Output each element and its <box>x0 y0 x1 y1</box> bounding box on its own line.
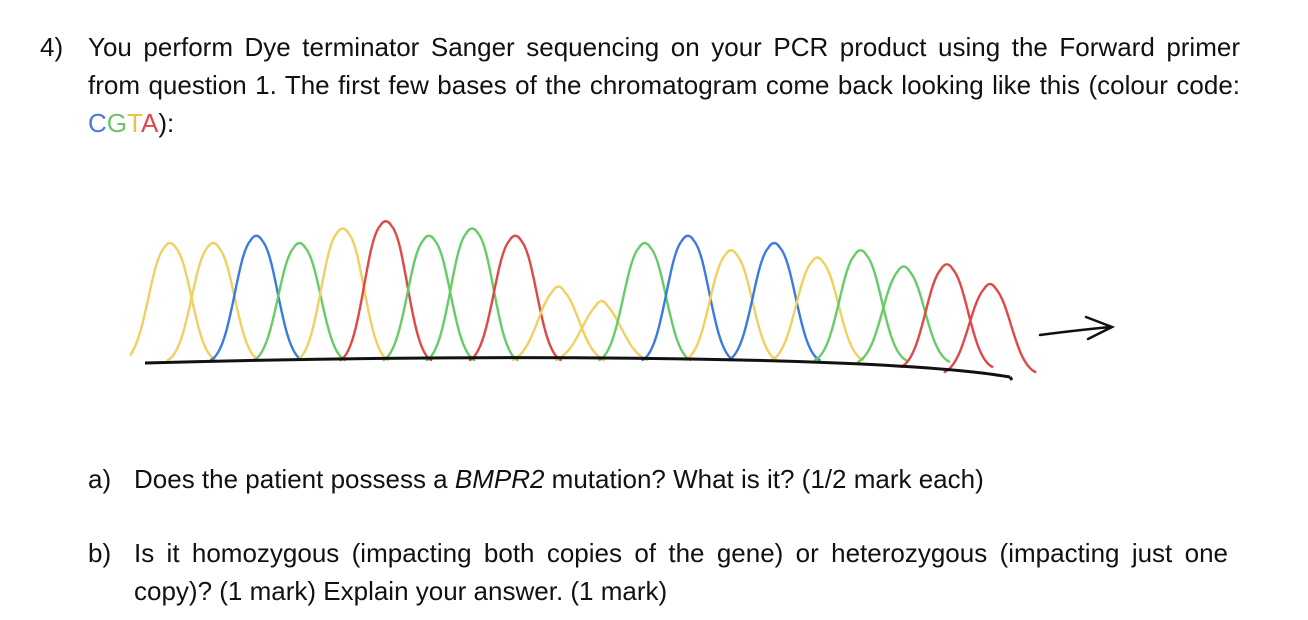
part-b-label: b) <box>88 538 112 568</box>
question-4: 4) You perform Dye terminator Sanger seq… <box>40 28 1240 142</box>
question-end: ): <box>158 108 175 138</box>
peak-t <box>770 256 864 362</box>
part-a-text: Does the patient possess a BMPR2 mutatio… <box>134 460 1228 498</box>
peak-g <box>814 249 908 362</box>
question-number: 4) <box>40 32 64 62</box>
baseline-tail <box>1008 376 1014 381</box>
peak-g <box>857 265 951 363</box>
colour-code-c: C <box>88 108 107 138</box>
part-a: a) Does the patient possess a BMPR2 muta… <box>88 460 1228 498</box>
part-a-label: a) <box>88 464 112 494</box>
peak-c <box>727 241 821 362</box>
peak-g <box>382 234 476 362</box>
peak-a <box>900 263 994 369</box>
peak-g <box>425 227 519 362</box>
peak-a <box>339 220 433 362</box>
peak-g <box>252 241 346 362</box>
peak-c <box>641 234 735 362</box>
peak-t <box>555 299 649 362</box>
chromatogram-baseline <box>144 356 1011 379</box>
part-a-before: Does the patient possess a <box>134 464 455 494</box>
gene-name: BMPR2 <box>454 464 545 494</box>
peak-t <box>684 249 778 362</box>
peak-t <box>296 227 390 362</box>
peak-c <box>209 234 303 362</box>
peak-g <box>598 241 692 362</box>
peak-a <box>943 282 1037 374</box>
colour-code-t: T <box>127 108 141 138</box>
peak-t <box>166 241 260 362</box>
direction-arrow-icon <box>1038 315 1116 341</box>
question-body: You perform Dye terminator Sanger sequen… <box>88 32 1240 100</box>
part-b: b) Is it homozygous (impacting both copi… <box>88 534 1228 610</box>
chromatogram-peaks <box>130 220 1037 374</box>
question-text: You perform Dye terminator Sanger sequen… <box>88 28 1240 142</box>
colour-code-a: A <box>140 108 159 138</box>
colour-code-g: G <box>106 108 128 138</box>
part-a-after: mutation? What is it? (1/2 mark each) <box>544 464 984 494</box>
peak-t <box>511 285 605 362</box>
peak-t <box>130 241 217 362</box>
chromatogram <box>130 220 1116 381</box>
part-b-text: Is it homozygous (impacting both copies … <box>134 538 1228 606</box>
